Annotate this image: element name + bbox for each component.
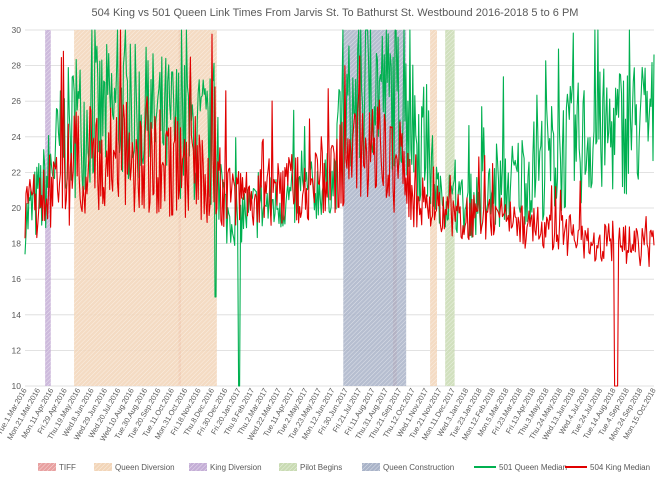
chart-title: 504 King vs 501 Queen Link Times From Ja… [92, 7, 579, 19]
y-tick-label: 10 [12, 381, 22, 391]
series-line [24, 29, 655, 387]
period-band-hatch [343, 30, 407, 386]
legend-swatch-hatch [189, 463, 207, 471]
y-axis: 10 12 14 16 18 20 22 24 26 28 30 [12, 25, 22, 391]
y-tick-label: 18 [12, 239, 22, 249]
y-tick-label: 24 [12, 132, 22, 142]
y-tick-label: 26 [12, 96, 22, 106]
legend-label: TIFF [59, 463, 76, 472]
x-axis: Tue.1.Mar.2016Mon.21.Mar.2016Mon.11.Apr.… [0, 386, 658, 442]
legend-label: Queen Diversion [115, 463, 175, 472]
y-tick-label: 28 [12, 61, 22, 71]
period-band-hatch [445, 30, 455, 386]
y-tick-label: 22 [12, 167, 22, 177]
series-line [24, 29, 655, 387]
period-band-hatch [430, 30, 437, 386]
legend-swatch-hatch [362, 463, 380, 471]
series-lines [24, 29, 655, 387]
legend-label: Queen Construction [383, 463, 454, 472]
legend: TIFF Queen Diversion King Diversion Pilot B… [38, 463, 650, 472]
legend-swatch-hatch [279, 463, 297, 471]
legend-label: King Diversion [210, 463, 262, 472]
legend-label: Pilot Begins [300, 463, 342, 472]
y-tick-label: 14 [12, 310, 22, 320]
legend-swatch-hatch [94, 463, 112, 471]
legend-label: 501 Queen Median [499, 463, 567, 472]
y-tick-label: 16 [12, 274, 22, 284]
legend-swatch-hatch [38, 463, 56, 471]
y-tick-label: 20 [12, 203, 22, 213]
y-tick-label: 30 [12, 25, 22, 35]
legend-label: 504 King Median [590, 463, 650, 472]
y-tick-label: 12 [12, 345, 22, 355]
